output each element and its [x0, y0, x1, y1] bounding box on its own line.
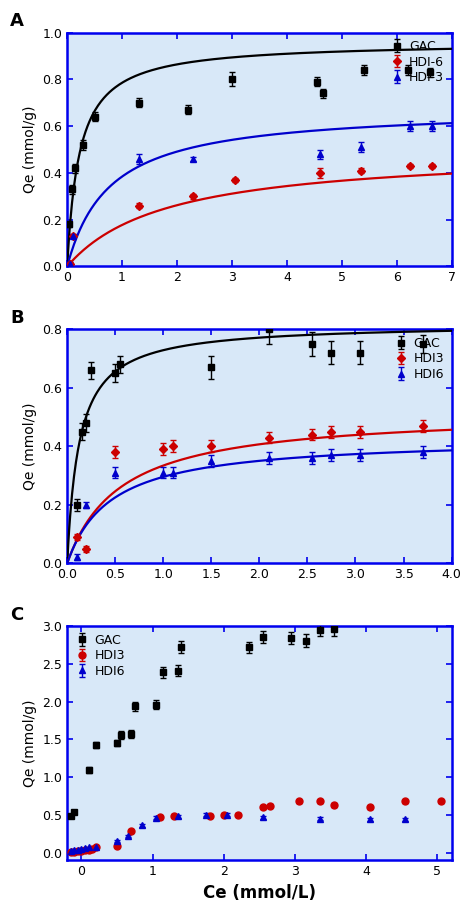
Text: B: B — [10, 309, 24, 327]
Legend: GAC, HDI3, HDI6: GAC, HDI3, HDI6 — [73, 632, 127, 679]
Legend: GAC, HDI3, HDI6: GAC, HDI3, HDI6 — [392, 335, 445, 382]
Y-axis label: Qe (mmol/g): Qe (mmol/g) — [23, 106, 37, 193]
Legend: GAC, HDI-6, HDI-3: GAC, HDI-6, HDI-3 — [388, 38, 445, 85]
X-axis label: Ce (mmol/L): Ce (mmol/L) — [203, 884, 316, 901]
Y-axis label: Qe (mmol/g): Qe (mmol/g) — [23, 402, 37, 490]
Text: A: A — [10, 12, 24, 30]
Text: C: C — [10, 606, 24, 624]
Y-axis label: Qe (mmol/g): Qe (mmol/g) — [23, 699, 37, 787]
